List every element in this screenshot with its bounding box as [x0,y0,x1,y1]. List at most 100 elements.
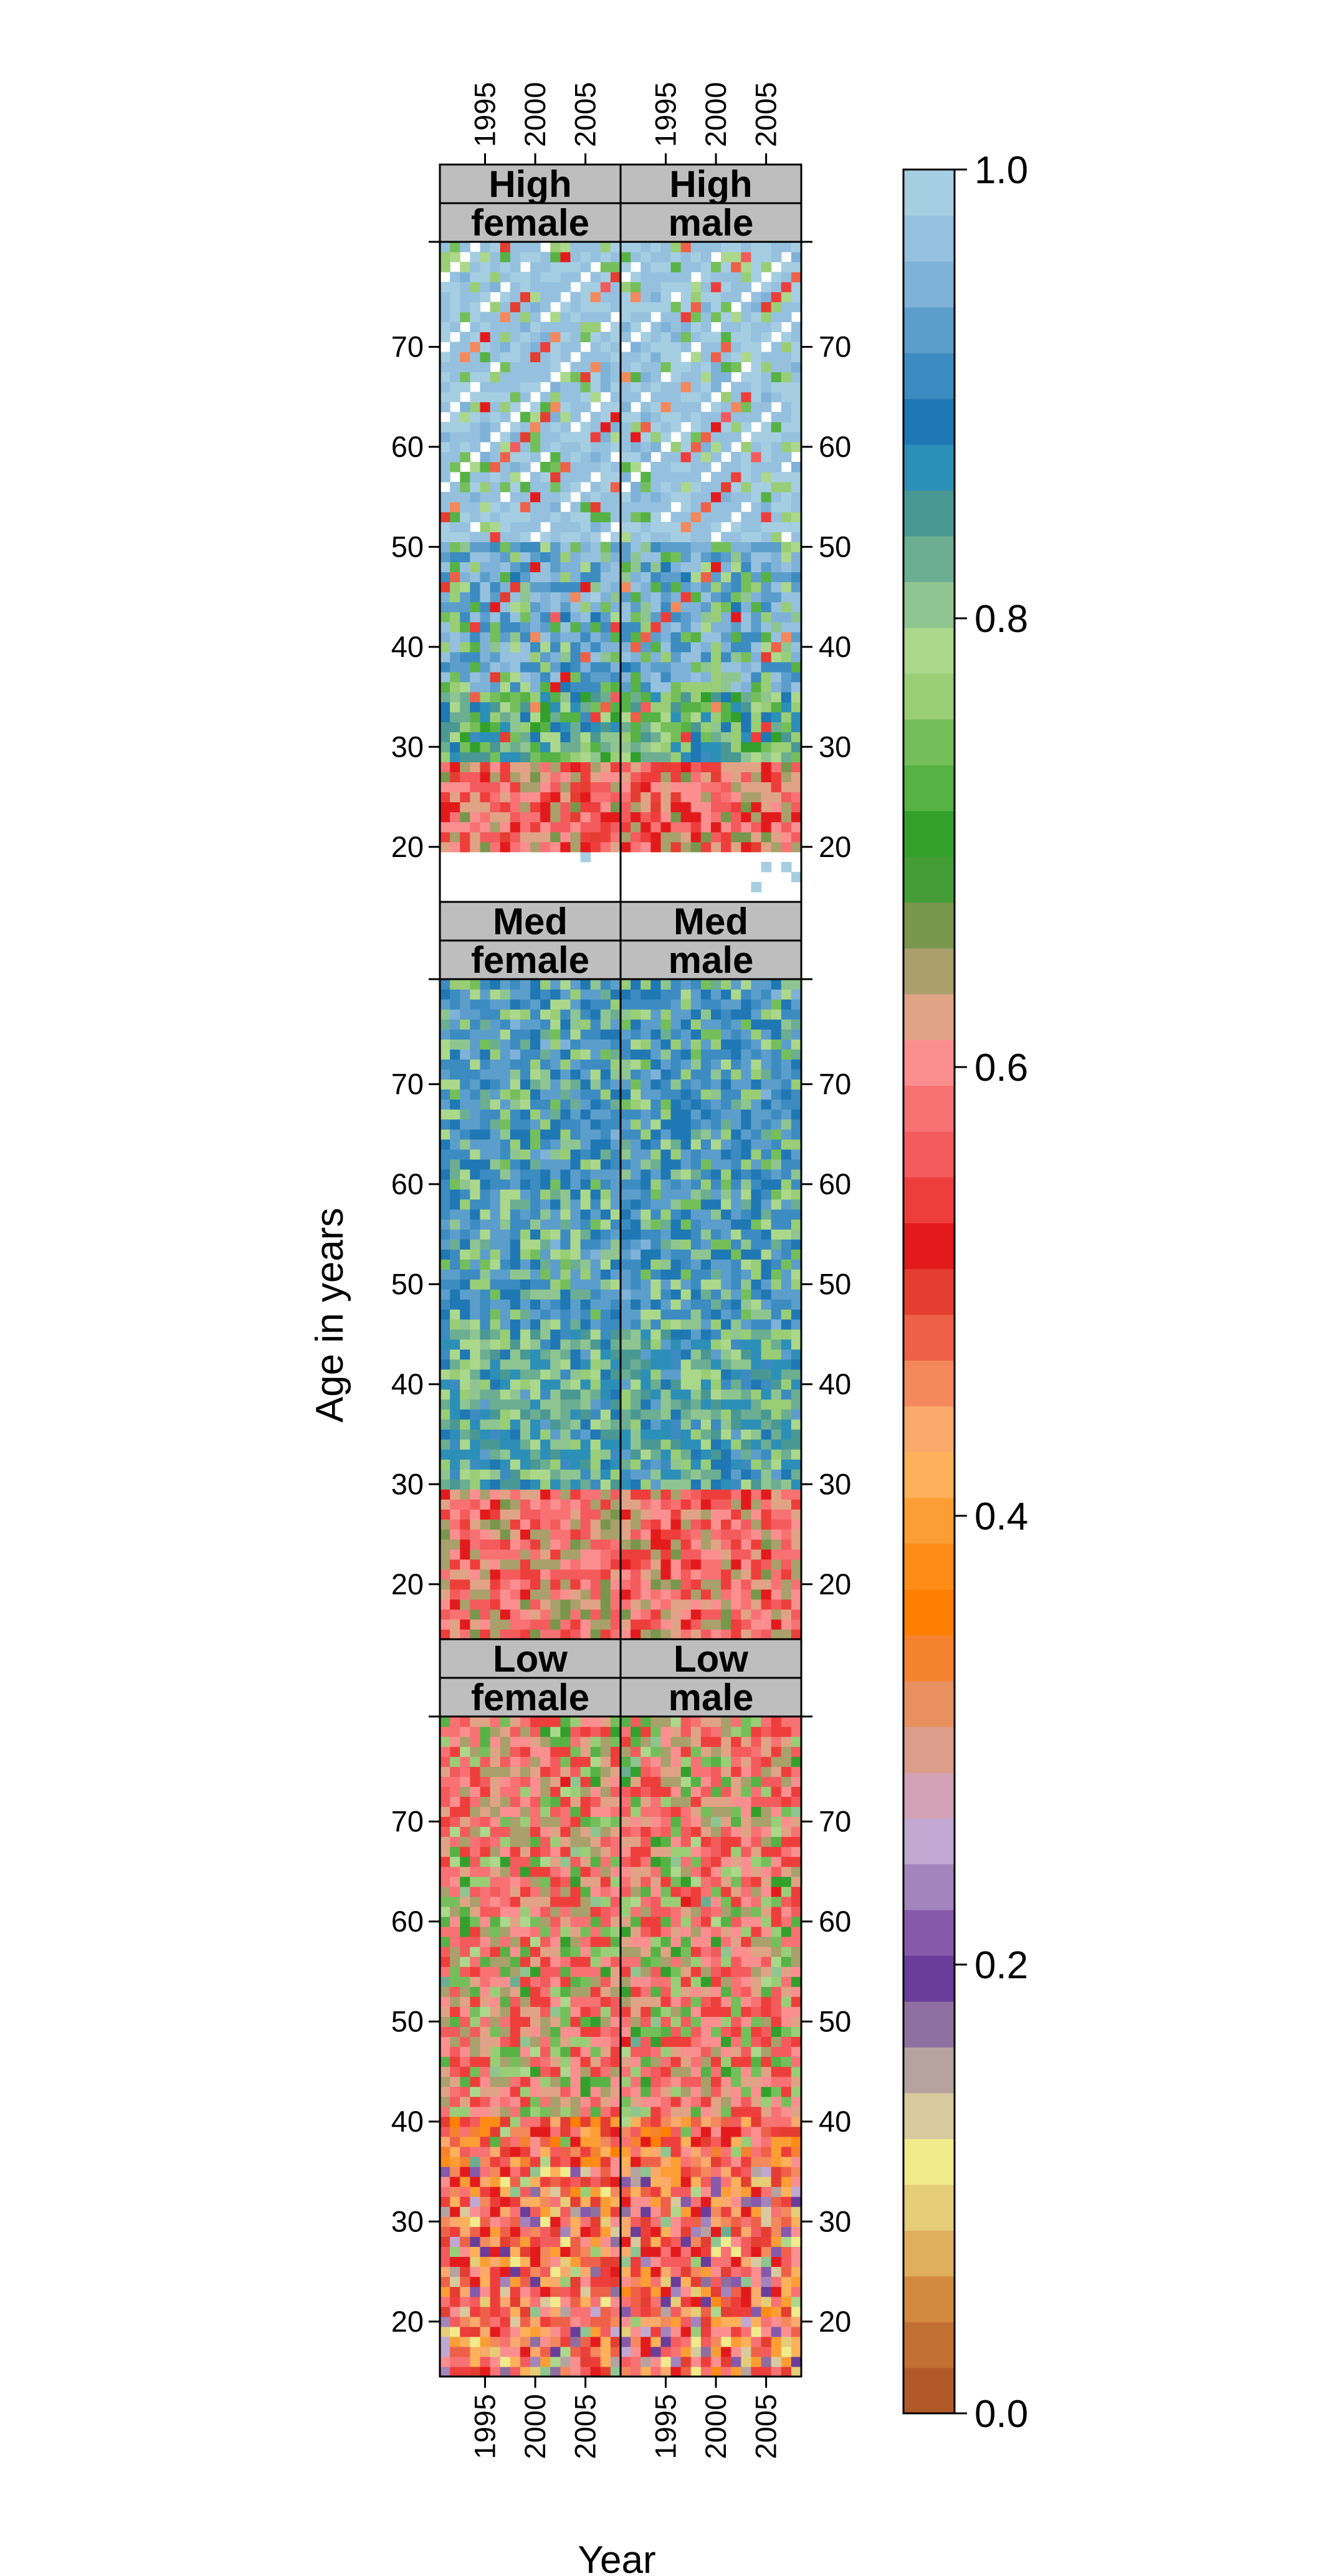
heatmap-cell [781,1139,792,1150]
heatmap-cell [470,1529,481,1540]
heatmap-cell [641,1399,651,1410]
heatmap-cell [520,391,531,403]
heatmap-cell [641,431,651,443]
heatmap-cell [660,1419,672,1430]
heatmap-cell [510,722,521,732]
heatmap-cell [751,1619,762,1630]
heatmap-cell [500,2346,511,2357]
heatmap-cell [490,742,501,752]
heatmap-cell [711,1219,722,1230]
heatmap-cell [500,2126,511,2137]
heatmap-cell [440,2226,450,2237]
heatmap-cell [570,1559,581,1570]
heatmap-cell [700,371,712,383]
heatmap-cell [560,641,571,653]
heatmap-cell [480,762,491,773]
heatmap-cell [600,512,611,522]
heatmap-cell [721,1219,731,1230]
heatmap-cell [680,651,692,663]
heatmap-cell [731,492,741,502]
heatmap-cell [480,401,491,413]
heatmap-cell [610,1539,621,1550]
heatmap-cell [621,661,631,673]
heatmap-cell [510,1629,521,1640]
heatmap-cell [690,722,702,732]
heatmap-cell [621,282,631,292]
heatmap-cell [490,2326,501,2337]
heatmap-cell [761,1529,772,1540]
heatmap-cell [690,451,702,462]
heatmap-cell [460,1049,470,1060]
heatmap-cell [741,1419,752,1430]
heatmap-cell [781,1519,792,1530]
heatmap-cell [781,472,792,482]
heatmap-cell [530,1559,541,1570]
heatmap-cell [670,272,682,282]
heatmap-cell [641,582,651,593]
heatmap-cell [631,1479,641,1490]
heatmap-cell [450,342,460,353]
heatmap-cell [721,421,731,433]
heatmap-cell [460,1289,470,1300]
heatmap-cell [560,252,571,262]
heatmap-cell [610,2236,621,2248]
heatmap-cell [781,671,792,682]
heatmap-cell [641,1019,651,1030]
heatmap-cell [550,631,561,643]
heatmap-cell [771,362,782,373]
heatmap-cell [510,1039,521,1050]
heatmap-cell [631,1599,641,1610]
heatmap-cell [540,342,551,353]
heatmap-cell [741,562,752,573]
heatmap-cell [540,1559,551,1570]
heatmap-cell [731,1539,741,1550]
heatmap-cell [440,312,450,322]
heatmap-cell [590,772,601,783]
heatmap-cell [721,401,731,413]
heatmap-cell [460,722,470,732]
heatmap-cell [590,792,601,803]
heatmap-cell [791,421,802,433]
heatmap-cell [660,391,672,403]
heatmap-cell [550,482,561,492]
heatmap-cell [690,532,702,542]
heatmap-cell [500,2236,511,2248]
heatmap-cell [761,282,772,292]
heatmap-cell [560,1499,571,1510]
heatmap-cell [731,1589,741,1600]
heatmap-cell [621,782,631,793]
heatmap-cell [550,621,561,633]
heatmap-cell [520,2246,531,2258]
heatmap-cell [751,1059,762,1070]
heatmap-cell [781,1339,792,1350]
heatmap-cell [711,1179,722,1190]
heatmap-cell [600,1139,611,1150]
heatmap-cell [510,2236,521,2248]
heatmap-cell [550,401,561,413]
heatmap-cell [711,1119,722,1130]
heatmap-cell [700,671,712,682]
heatmap-cell [660,831,672,843]
heatmap-cell [550,2236,561,2248]
heatmap-cell [751,242,762,252]
heatmap-cell [660,999,672,1010]
heatmap-cell [560,1619,571,1630]
heatmap-cell [450,792,460,803]
heatmap-cell [560,1429,571,1440]
heatmap-cell [490,999,501,1010]
heatmap-cell [580,1039,591,1050]
heatmap-cell [711,702,722,712]
heatmap-cell [680,1369,692,1380]
heatmap-cell [550,1339,561,1350]
heatmap-cell [650,572,662,583]
heatmap-cell [470,2136,481,2147]
heatmap-cell [470,1459,481,1470]
heatmap-cell [680,262,692,272]
heatmap-cell [490,1209,501,1220]
heatmap-cell [690,582,702,593]
heatmap-cell [510,1449,521,1460]
heatmap-cell [771,582,782,593]
heatmap-cell [480,772,491,783]
heatmap-cell [530,242,541,252]
heatmap-cell [480,1549,491,1560]
